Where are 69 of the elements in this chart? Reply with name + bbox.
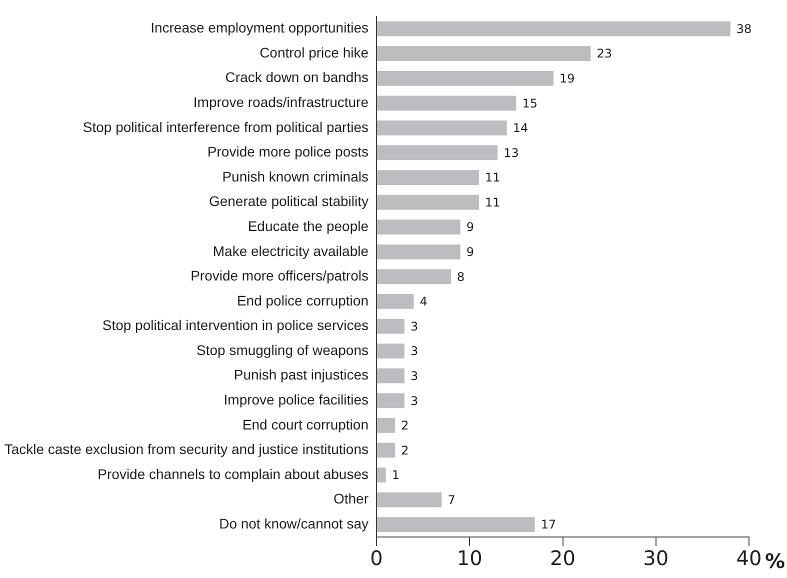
y-tick-label: Stop political intervention in police services [102, 317, 368, 334]
data-label: 15 [522, 96, 538, 110]
bar [377, 368, 404, 384]
data-label: 8 [457, 270, 465, 284]
bar [377, 492, 442, 508]
x-tick-label: 10 [456, 546, 482, 570]
bar [377, 220, 460, 235]
y-tick-label: Provide more officers/patrols [190, 268, 368, 284]
bar [377, 194, 479, 210]
y-tick-label: Increase employment opportunities [150, 20, 368, 36]
y-tick-label: Make electricity available [212, 242, 369, 259]
data-label: 7 [448, 492, 456, 507]
y-tick-label: Crack down on bandhs [225, 69, 368, 86]
y-tick-label: Provide more police posts [207, 144, 368, 160]
y-tick-label: Improve roads/infrastructure [193, 94, 369, 110]
data-label: 2 [401, 418, 409, 433]
data-label: 4 [420, 294, 428, 309]
data-label: 11 [484, 195, 500, 210]
bar [377, 468, 386, 482]
y-tick-label: Improve police facilities [224, 392, 368, 408]
data-label: 17 [540, 518, 556, 532]
y-tick-label: Stop smuggling of weapons [196, 342, 368, 358]
bar [377, 46, 591, 62]
data-label: 23 [596, 46, 612, 61]
data-label: 1 [392, 468, 400, 482]
y-tick-label: End court corruption [242, 416, 368, 432]
data-label: 3 [410, 319, 418, 334]
y-tick-label: Punish past injustices [234, 366, 368, 383]
data-label: 2 [401, 443, 409, 458]
y-tick-label: Control price hike [260, 44, 369, 60]
data-label: 9 [466, 220, 474, 234]
y-tick-label: Tackle caste exclusion from security and justice institutions [4, 441, 368, 458]
data-label: 13 [504, 146, 519, 160]
x-tick-label: 20 [550, 546, 576, 570]
x-tick-label: 40 [736, 546, 762, 570]
bar [377, 294, 414, 309]
data-label: 3 [410, 344, 418, 358]
bar [377, 344, 404, 359]
bar [377, 96, 516, 111]
bar [377, 442, 396, 458]
bar [377, 120, 507, 136]
y-tick-label: Generate political stability [208, 193, 368, 210]
data-label: 11 [484, 170, 500, 185]
data-label: 3 [410, 368, 418, 383]
y-tick-label: End police corruption [236, 292, 368, 308]
y-tick-label: Stop political interference from political parties [82, 118, 368, 135]
y-tick-label: Educate the people [248, 218, 369, 234]
y-tick-label: Provide channels to complain about abuses [98, 466, 368, 482]
bar [377, 145, 498, 160]
bar [377, 517, 535, 532]
y-tick-label: Punish known criminals [222, 168, 368, 184]
bar [377, 170, 479, 185]
bar [377, 418, 396, 433]
bar [377, 70, 554, 86]
data-label: 19 [559, 72, 575, 86]
x-axis-title: % [765, 549, 786, 574]
bar [377, 21, 730, 36]
bar [377, 244, 460, 260]
bar [377, 393, 404, 408]
data-label: 3 [410, 394, 418, 408]
data-label: 14 [512, 121, 528, 136]
x-tick-label: 0 [370, 546, 383, 570]
x-tick-label: 30 [643, 546, 669, 570]
bar [377, 318, 404, 334]
data-label: 9 [466, 245, 474, 260]
bar [377, 269, 451, 284]
y-tick-label: Other [333, 490, 369, 507]
data-label: 38 [736, 22, 752, 36]
y-tick-label: Do not know/cannot say [219, 515, 368, 532]
